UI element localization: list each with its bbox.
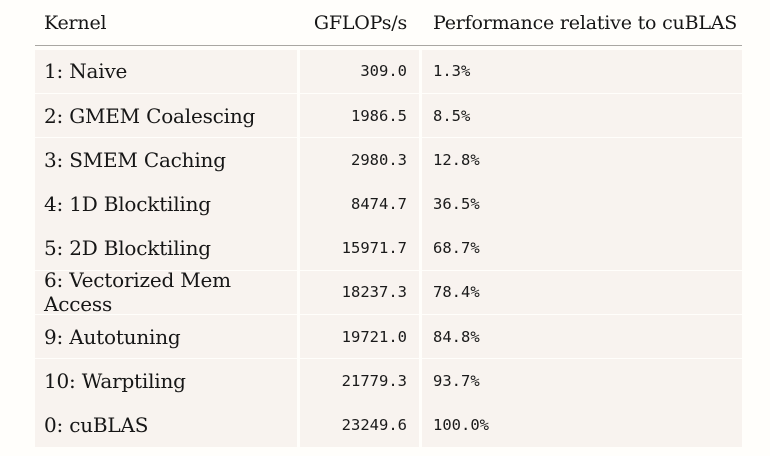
kernel-cell: 3: SMEM Caching: [35, 137, 297, 182]
gflops-cell: 1986.5: [297, 93, 422, 138]
relative-cell: 68.7%: [422, 226, 742, 270]
relative-cell: 100.0%: [422, 403, 742, 447]
kernel-cell: 6: Vectorized Mem Access: [35, 268, 297, 316]
header-relative: Performance relative to cuBLAS: [433, 11, 738, 34]
header-gflops: GFLOPs/s: [313, 11, 407, 34]
kernel-cell: 5: 2D Blocktiling: [35, 226, 297, 270]
relative-cell: 36.5%: [422, 182, 742, 226]
kernel-cell: 1: Naive: [35, 49, 297, 94]
table-row: 4: 1D Blocktiling 8474.7 36.5%: [35, 182, 742, 226]
table-header: Kernel GFLOPs/s Performance relative to …: [35, 0, 742, 46]
relative-cell: 84.8%: [422, 314, 742, 359]
kernel-cell: 10: Warptiling: [35, 358, 297, 403]
gflops-cell: 21779.3: [297, 358, 422, 403]
gflops-cell: 23249.6: [297, 403, 422, 447]
kernel-cell: 2: GMEM Coalescing: [35, 93, 297, 138]
gflops-cell: 309.0: [297, 49, 422, 94]
header-kernel: Kernel: [44, 11, 107, 34]
gflops-cell: 2980.3: [297, 137, 422, 182]
relative-cell: 12.8%: [422, 137, 742, 182]
kernel-cell: 9: Autotuning: [35, 314, 297, 359]
table-row: 2: GMEM Coalescing 1986.5 8.5%: [35, 93, 742, 138]
relative-cell: 8.5%: [422, 93, 742, 138]
gflops-cell: 15971.7: [297, 226, 422, 270]
table-row: 3: SMEM Caching 2980.3 12.8%: [35, 137, 742, 182]
table-row: 0: cuBLAS 23249.6 100.0%: [35, 403, 742, 447]
kernel-cell: 0: cuBLAS: [35, 403, 297, 447]
table-body: 1: Naive 309.0 1.3% 2: GMEM Coalescing 1…: [35, 46, 742, 447]
relative-cell: 78.4%: [422, 270, 742, 315]
gflops-cell: 19721.0: [297, 314, 422, 359]
table-row: 10: Warptiling 21779.3 93.7%: [35, 358, 742, 403]
table-row: 9: Autotuning 19721.0 84.8%: [35, 314, 742, 359]
gflops-cell: 8474.7: [297, 182, 422, 226]
gflops-cell: 18237.3: [297, 270, 422, 315]
relative-cell: 93.7%: [422, 358, 742, 403]
kernel-cell: 4: 1D Blocktiling: [35, 182, 297, 226]
table-row: 1: Naive 309.0 1.3%: [35, 49, 742, 94]
table-row: 6: Vectorized Mem Access 18237.3 78.4%: [35, 268, 742, 316]
kernel-performance-table: Kernel GFLOPs/s Performance relative to …: [35, 0, 742, 447]
table-row: 5: 2D Blocktiling 15971.7 68.7%: [35, 226, 742, 270]
relative-cell: 1.3%: [422, 49, 742, 94]
